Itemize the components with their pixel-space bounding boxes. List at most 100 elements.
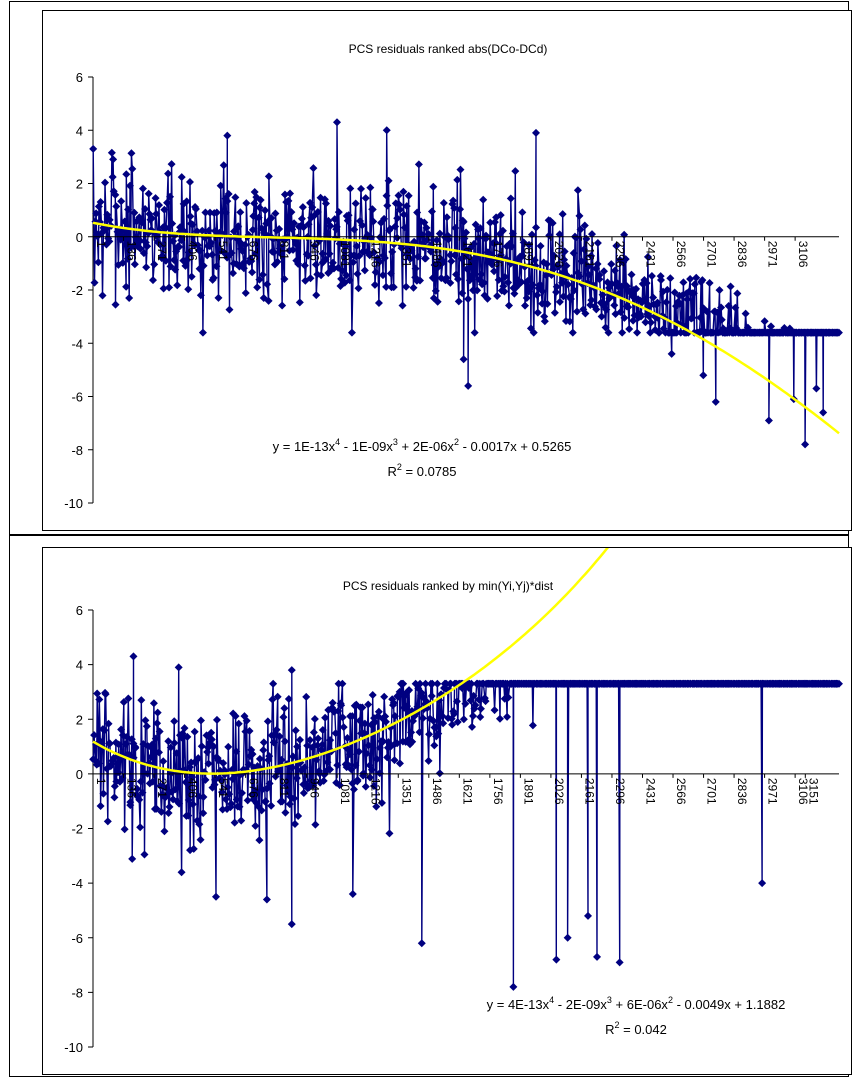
residual-point — [139, 249, 148, 258]
residual-point — [536, 281, 545, 290]
residual-point — [326, 736, 335, 745]
residual-point — [231, 193, 240, 202]
residual-point — [413, 208, 422, 217]
residual-point — [461, 699, 470, 708]
residual-point — [601, 323, 610, 332]
residual-point — [330, 215, 339, 224]
residual-point — [393, 214, 402, 223]
residual-point — [597, 312, 606, 321]
residual-point — [314, 734, 323, 743]
trend-equation: y = 1E-13x4 - 1E-09x3 + 2E-06x2 - 0.0017… — [273, 437, 572, 454]
residual-point — [212, 892, 221, 901]
residual-point — [198, 328, 207, 337]
residual-point — [329, 264, 338, 273]
residual-point — [165, 283, 174, 292]
residual-point — [94, 759, 103, 768]
residual-point — [189, 844, 198, 853]
residual-point — [115, 777, 124, 786]
residual-point — [161, 256, 170, 265]
residual-point — [164, 809, 173, 818]
residual-point — [267, 214, 276, 223]
residual-point — [670, 288, 679, 297]
residual-point — [337, 701, 346, 710]
x-tick-label: 1486 — [430, 241, 444, 268]
residual-point — [528, 721, 537, 730]
residual-point — [277, 243, 286, 252]
residual-point — [374, 299, 383, 308]
y-tick-label: 4 — [76, 658, 83, 673]
x-tick-label: 1756 — [491, 778, 505, 805]
residual-point — [212, 208, 221, 217]
x-tick-label: 676 — [247, 241, 261, 261]
residual-point — [171, 265, 180, 274]
residual-point — [353, 776, 362, 785]
residual-point — [439, 257, 448, 266]
residual-point — [317, 745, 326, 754]
residual-point — [90, 731, 99, 740]
x-tick-label: 946 — [308, 778, 322, 798]
residual-point — [151, 734, 160, 743]
y-tick-label: -10 — [64, 1040, 83, 1055]
residual-point — [395, 200, 404, 209]
x-tick-label: 3151 — [806, 778, 820, 805]
residual-point — [251, 821, 260, 830]
residual-point — [136, 823, 145, 832]
residual-point — [220, 249, 229, 258]
residual-point — [326, 765, 335, 774]
residual-point — [641, 318, 650, 327]
residual-point — [201, 775, 210, 784]
residual-point — [474, 234, 483, 243]
residual-point — [405, 686, 414, 695]
residual-point — [644, 312, 653, 321]
residual-point — [511, 167, 520, 176]
residual-point — [242, 716, 251, 725]
residual-point — [285, 800, 294, 809]
residual-point — [474, 695, 483, 704]
residual-point — [834, 679, 843, 688]
residual-point — [104, 719, 113, 728]
residual-point — [548, 219, 557, 228]
x-tick-label: 676 — [247, 778, 261, 798]
chart-title: PCS residuals ranked by min(Yi,Yj)*dist — [343, 579, 554, 593]
residual-point — [318, 740, 327, 749]
residual-point — [300, 261, 309, 270]
residual-point — [129, 753, 138, 762]
residual-point — [131, 743, 140, 752]
residual-point — [138, 788, 147, 797]
residual-point — [688, 313, 697, 322]
residual-point — [207, 238, 216, 247]
residual-point — [237, 788, 246, 797]
residual-point — [153, 708, 162, 717]
residual-point — [235, 802, 244, 811]
residual-point — [273, 257, 282, 266]
residual-point — [382, 282, 391, 291]
residual-point — [390, 756, 399, 765]
x-tick-label: 2296 — [613, 241, 627, 268]
y-tick-label: 6 — [76, 603, 83, 618]
residual-point — [273, 692, 282, 701]
residual-point — [381, 717, 390, 726]
residual-point — [459, 217, 468, 226]
residual-point — [361, 782, 370, 791]
residual-line — [92, 122, 839, 445]
residual-point — [372, 755, 381, 764]
residual-point — [568, 328, 577, 337]
residual-point — [647, 271, 656, 280]
residual-point — [429, 716, 438, 725]
residual-point — [151, 194, 160, 203]
residual-point — [267, 801, 276, 810]
residual-point — [280, 704, 289, 713]
residual-point — [459, 355, 468, 364]
residual-point — [715, 286, 724, 295]
residual-point — [295, 298, 304, 307]
residual-point — [137, 218, 146, 227]
residual-point — [319, 776, 328, 785]
residual-point — [576, 225, 585, 234]
residual-point — [530, 256, 539, 265]
residual-point — [593, 260, 602, 269]
residual-point — [105, 739, 114, 748]
residual-point — [148, 777, 157, 786]
residual-point — [128, 164, 137, 173]
residual-point — [153, 719, 162, 728]
residual-point — [494, 275, 503, 284]
